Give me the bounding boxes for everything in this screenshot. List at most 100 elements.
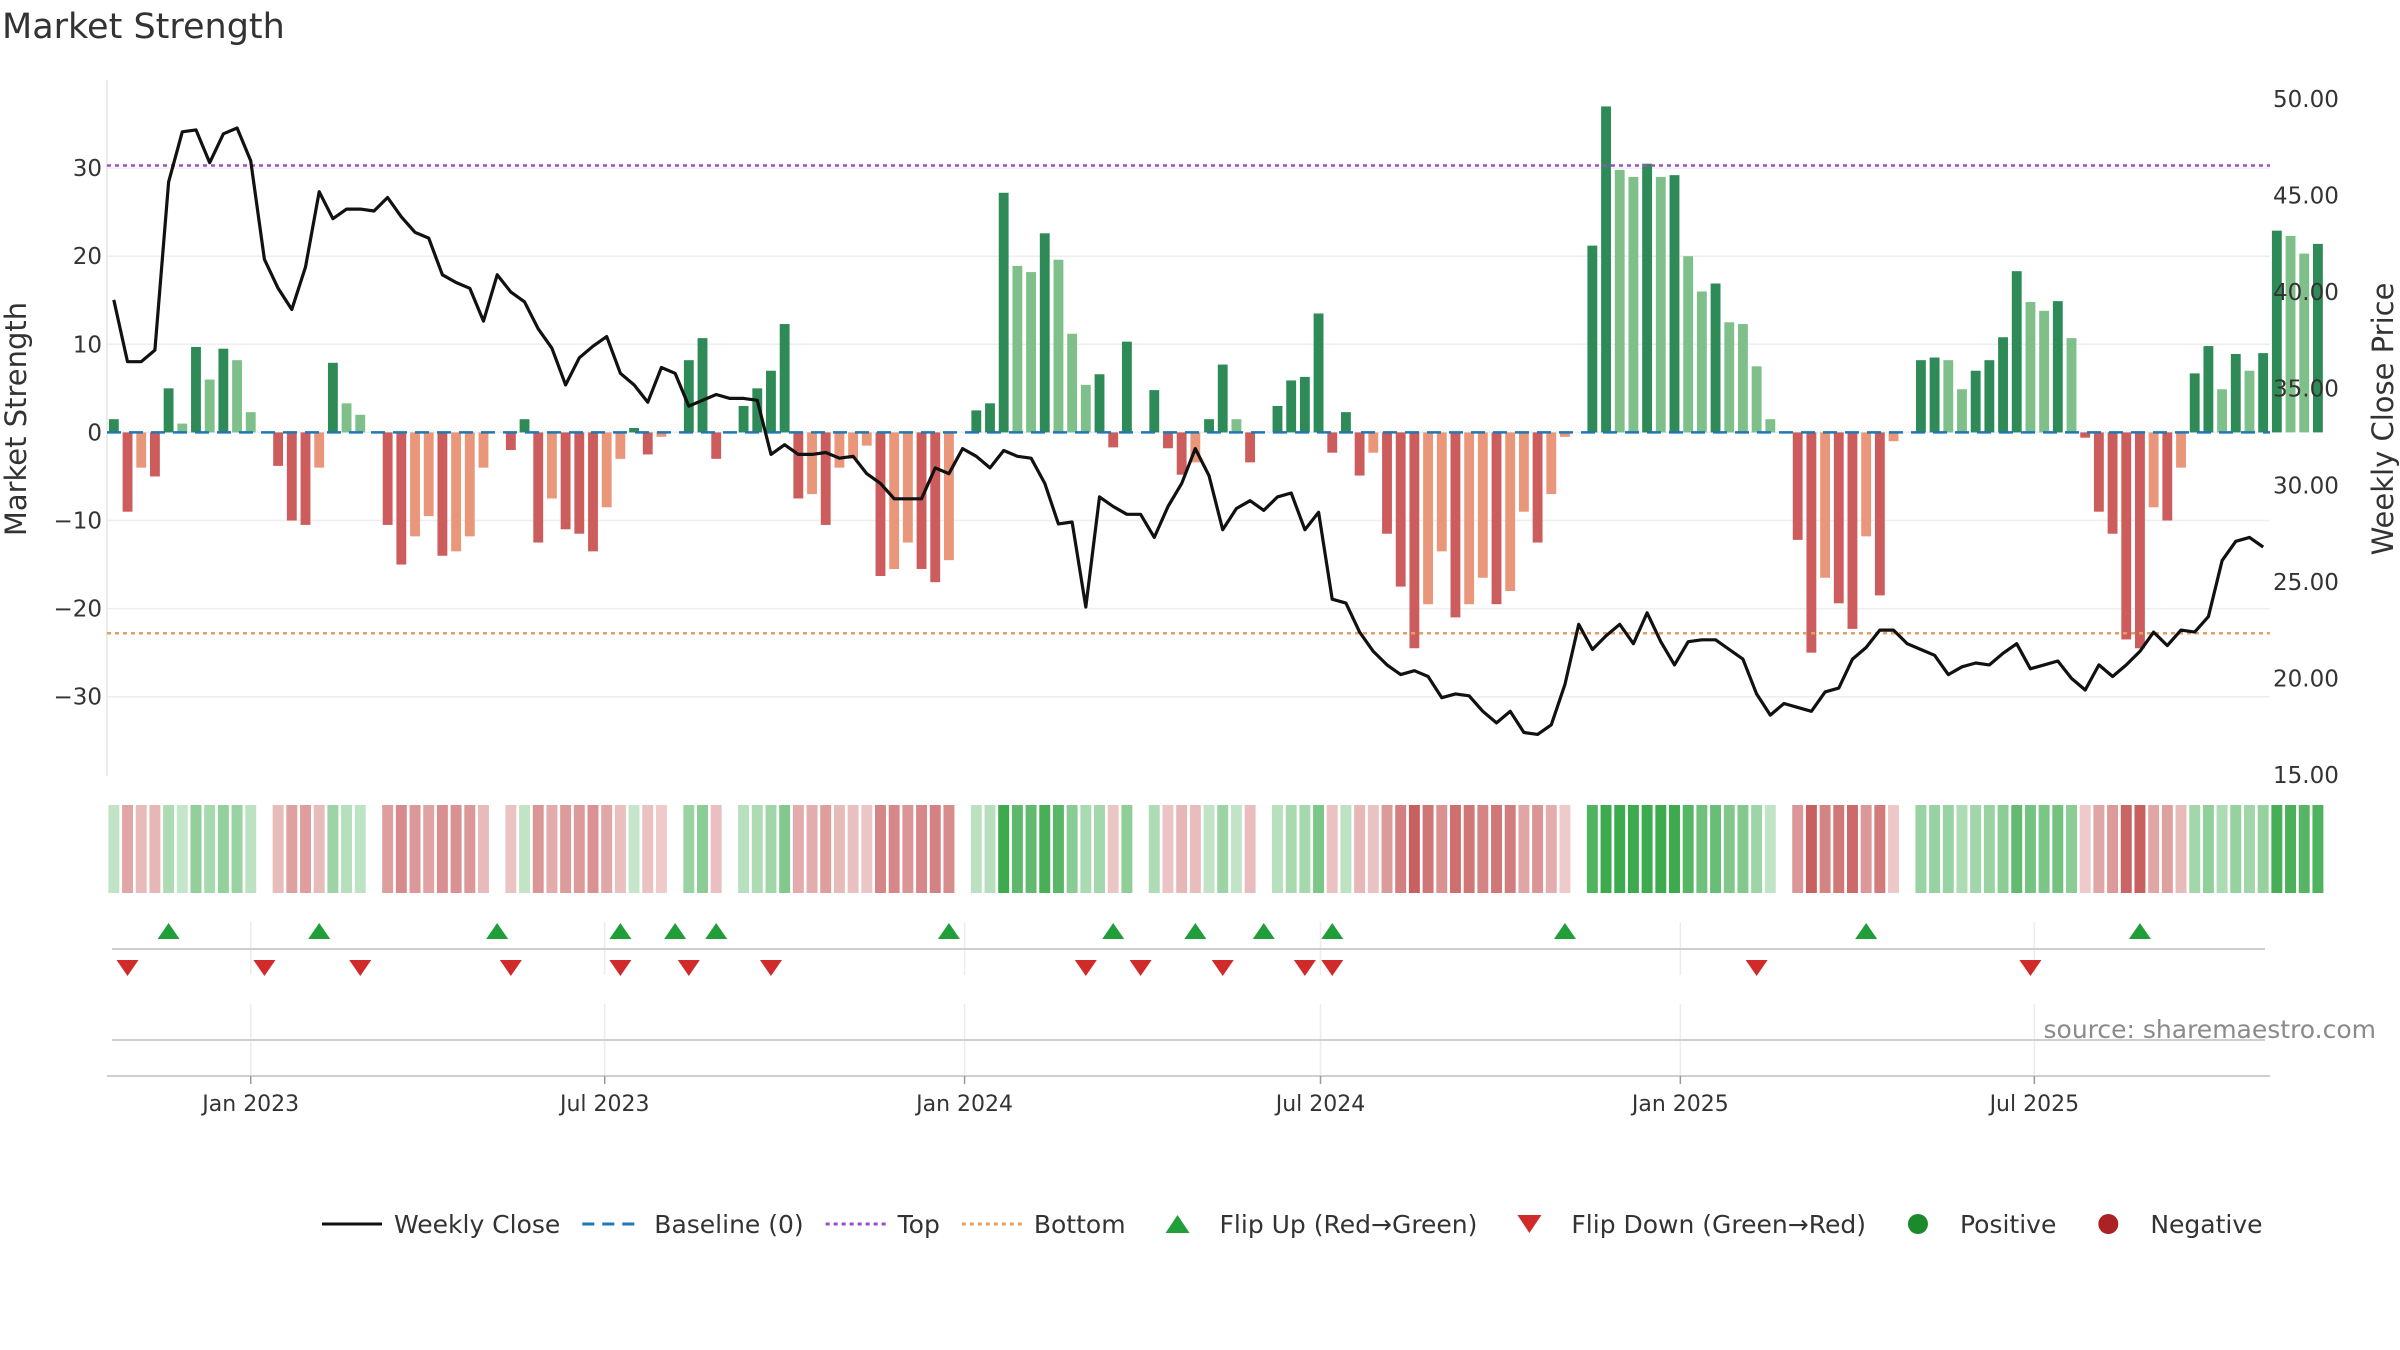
heat-cell bbox=[1340, 805, 1352, 893]
strength-bars bbox=[108, 106, 2323, 653]
strength-bar bbox=[2011, 271, 2022, 433]
strength-bar bbox=[1642, 163, 1653, 433]
flip-down-marker bbox=[349, 960, 372, 976]
left-tick-label: 10 bbox=[73, 332, 102, 358]
strength-bar bbox=[1286, 380, 1297, 433]
heat-cell bbox=[519, 805, 531, 893]
heat-cell bbox=[1299, 805, 1311, 893]
heat-cell bbox=[423, 805, 435, 893]
heat-cell bbox=[1723, 805, 1735, 893]
heat-cell bbox=[655, 805, 667, 893]
strength-bar bbox=[1655, 176, 1666, 433]
level-lines bbox=[107, 164, 2270, 635]
legend-label: Top bbox=[897, 1210, 940, 1239]
flip-up-marker bbox=[664, 923, 687, 939]
heat-cell bbox=[1395, 805, 1407, 893]
legend-dot-negative-icon bbox=[2098, 1214, 2119, 1234]
heat-cell bbox=[792, 805, 804, 893]
x-tick-label: Jul 2023 bbox=[558, 1092, 650, 1117]
heat-cell bbox=[1176, 805, 1188, 893]
strength-bar bbox=[574, 432, 585, 534]
heat-cell bbox=[1929, 805, 1941, 893]
heat-cell bbox=[477, 805, 489, 893]
x-tick-label: Jul 2025 bbox=[1988, 1092, 2080, 1117]
strength-bar bbox=[218, 348, 229, 433]
strength-bar bbox=[861, 432, 872, 446]
flip-up-marker bbox=[937, 923, 960, 939]
flip-down-marker bbox=[609, 960, 632, 976]
heat-cell bbox=[354, 805, 366, 893]
heat-cell bbox=[1449, 805, 1461, 893]
heat-cell bbox=[1833, 805, 1845, 893]
heat-cell bbox=[2148, 805, 2160, 893]
heat-cell bbox=[1039, 805, 1051, 893]
heat-cell bbox=[532, 805, 544, 893]
heat-cell bbox=[2011, 805, 2023, 893]
legend-label: Baseline (0) bbox=[654, 1210, 803, 1239]
legend-label: Bottom bbox=[1034, 1210, 1126, 1239]
strength-bar bbox=[875, 432, 886, 577]
heat-cell bbox=[2066, 805, 2077, 893]
flip-up-marker bbox=[1855, 923, 1878, 939]
strength-bar bbox=[1710, 283, 1721, 433]
heat-cell bbox=[2243, 805, 2255, 893]
strength-bar bbox=[314, 432, 325, 468]
flip-up-marker bbox=[1252, 923, 1275, 939]
strength-bar bbox=[1217, 364, 1228, 433]
strength-bar bbox=[1108, 432, 1119, 448]
strength-bar bbox=[793, 432, 804, 499]
heat-cell bbox=[1491, 805, 1502, 893]
legend-triangle-up-icon bbox=[1165, 1215, 1190, 1233]
legend-item-negative: Negative bbox=[2098, 1210, 2263, 1239]
legend-label: Flip Up (Red→Green) bbox=[1220, 1210, 1478, 1239]
strength-bar bbox=[902, 432, 913, 543]
strength-bar bbox=[1683, 256, 1694, 433]
strength-bar bbox=[1354, 432, 1365, 476]
strength-bar bbox=[930, 432, 941, 583]
heat-cell bbox=[149, 805, 161, 893]
strength-bar bbox=[889, 432, 900, 569]
heat-cell bbox=[601, 805, 613, 893]
strength-bar bbox=[1176, 432, 1187, 475]
legend-triangle-down-icon bbox=[1517, 1215, 1542, 1233]
strength-bar bbox=[273, 432, 284, 466]
strength-bar bbox=[2162, 432, 2173, 521]
heat-cell bbox=[943, 805, 955, 893]
heat-cell bbox=[2175, 805, 2187, 893]
strength-bar bbox=[766, 370, 776, 433]
legend-item-flip-down: Flip Down (Green→Red) bbox=[1517, 1210, 1866, 1239]
strength-bar bbox=[1833, 432, 1844, 604]
heat-cell bbox=[710, 805, 722, 893]
right-tick-label: 35.00 bbox=[2273, 377, 2339, 403]
strength-bar bbox=[1382, 432, 1392, 534]
heat-cell bbox=[1532, 805, 1544, 893]
flip-down-marker bbox=[1745, 960, 1768, 976]
flip-up-marker bbox=[1184, 923, 1207, 939]
strength-heat-strip bbox=[108, 805, 2324, 893]
strength-bar bbox=[2039, 310, 2050, 433]
strength-bar bbox=[697, 338, 708, 433]
heat-cell bbox=[231, 805, 243, 893]
heat-cell bbox=[1970, 805, 1982, 893]
flip-down-marker bbox=[1293, 960, 1316, 976]
heat-cell bbox=[1518, 805, 1530, 893]
strength-bar bbox=[163, 388, 174, 433]
legend-label: Flip Down (Green→Red) bbox=[1571, 1210, 1866, 1239]
heat-cell bbox=[122, 805, 134, 893]
lower-panel bbox=[107, 1004, 2270, 1077]
strength-bar bbox=[588, 432, 598, 552]
right-tick-label: 15.00 bbox=[2273, 763, 2339, 789]
heat-cell bbox=[1367, 805, 1379, 893]
strength-bar bbox=[108, 419, 119, 433]
heat-cell bbox=[2038, 805, 2050, 893]
strength-bar bbox=[2025, 302, 2036, 433]
flip-markers-panel bbox=[112, 922, 2265, 976]
heat-cell bbox=[108, 805, 120, 893]
flip-down-marker bbox=[1074, 960, 1097, 976]
strength-bar bbox=[1601, 106, 1611, 433]
heat-cell bbox=[2216, 805, 2228, 893]
strength-bar bbox=[1820, 432, 1831, 578]
heat-cell bbox=[1203, 805, 1215, 893]
strength-bar bbox=[1861, 432, 1872, 537]
legend-label: Positive bbox=[1960, 1210, 2056, 1239]
